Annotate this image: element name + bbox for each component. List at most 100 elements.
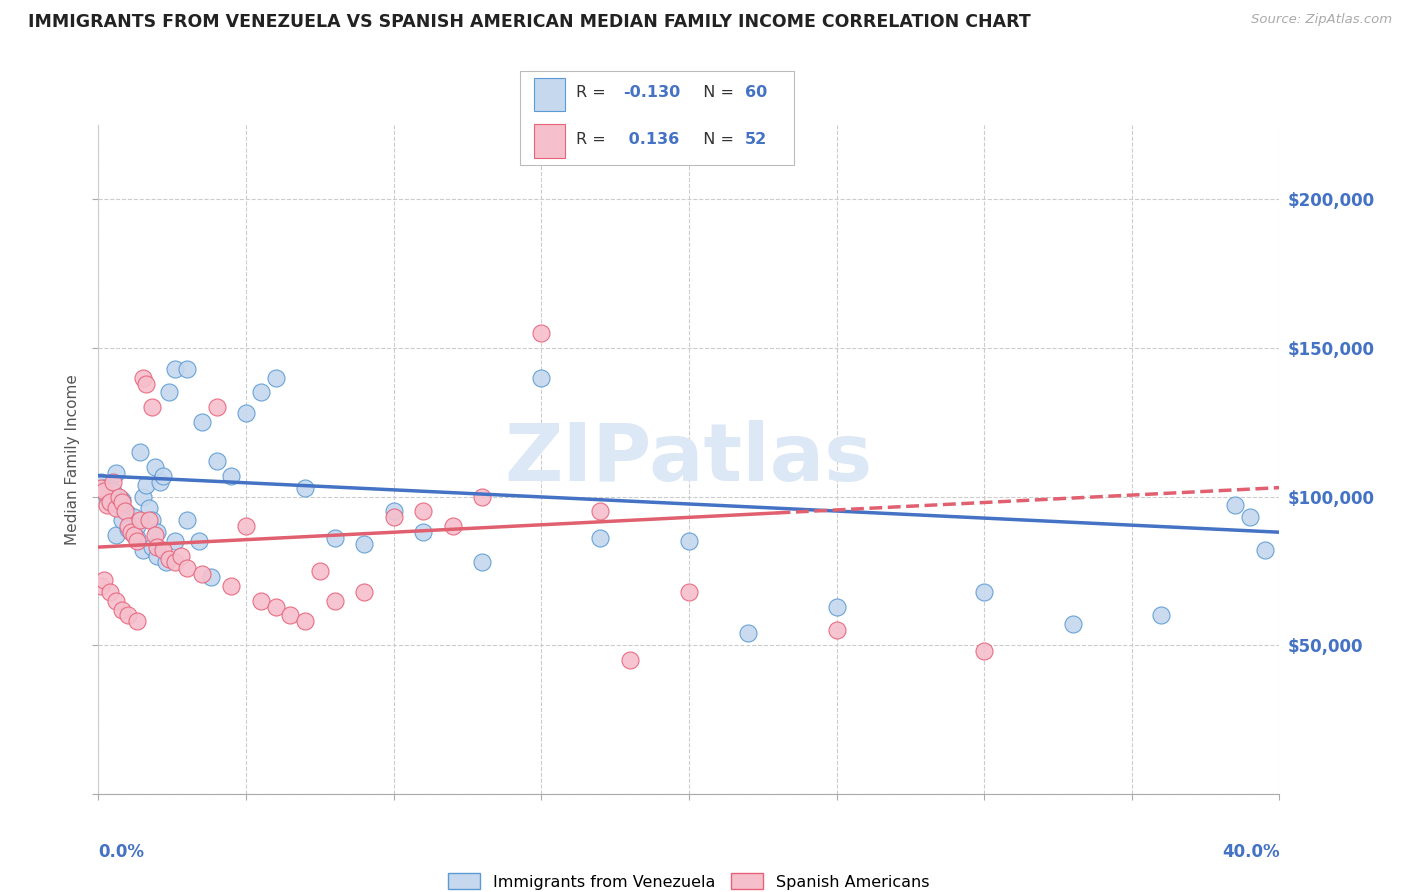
Point [165, 534, 187, 549]
Point [146, 540, 169, 554]
Point [250, 593, 273, 607]
Point [1254, 543, 1277, 558]
Point [157, 385, 180, 400]
Point [973, 584, 995, 599]
Point [294, 481, 316, 495]
Point [111, 495, 134, 509]
Point [323, 593, 346, 607]
Point [152, 468, 174, 483]
Point [120, 513, 142, 527]
Point [323, 531, 346, 545]
Point [93, 481, 115, 495]
Text: R =: R = [576, 85, 612, 100]
Point [96, 499, 118, 513]
Point [825, 599, 848, 614]
Point [114, 504, 136, 518]
Point [105, 593, 128, 607]
Point [111, 492, 134, 507]
Point [135, 477, 157, 491]
Point [1062, 617, 1084, 632]
Point [219, 468, 242, 483]
Point [294, 615, 316, 629]
Point [125, 615, 148, 629]
Point [152, 543, 174, 558]
Point [589, 504, 612, 518]
Point [141, 540, 163, 554]
Point [143, 459, 166, 474]
Point [128, 445, 150, 459]
Point [103, 483, 125, 498]
Point [155, 555, 177, 569]
Point [138, 501, 160, 516]
Point [132, 370, 155, 384]
Text: IMMIGRANTS FROM VENEZUELA VS SPANISH AMERICAN MEDIAN FAMILY INCOME CORRELATION C: IMMIGRANTS FROM VENEZUELA VS SPANISH AME… [28, 13, 1031, 31]
Point [441, 519, 464, 533]
Point [117, 522, 139, 536]
Point [205, 401, 228, 415]
Point [1239, 510, 1261, 524]
Text: 0.136: 0.136 [623, 132, 679, 147]
Point [264, 599, 287, 614]
Point [165, 555, 187, 569]
Point [111, 513, 134, 527]
Point [93, 483, 115, 498]
Point [619, 653, 641, 667]
Point [471, 555, 494, 569]
Point [176, 561, 198, 575]
Point [165, 361, 187, 376]
Point [412, 525, 434, 540]
Text: R =: R = [576, 132, 612, 147]
Point [128, 513, 150, 527]
Point [90, 579, 112, 593]
Point [737, 626, 759, 640]
Point [191, 415, 214, 429]
Point [146, 549, 169, 563]
Point [176, 513, 198, 527]
Point [105, 466, 128, 480]
Point [678, 584, 700, 599]
Point [678, 534, 700, 549]
Point [98, 495, 121, 509]
Point [96, 490, 118, 504]
Point [90, 481, 112, 495]
Point [973, 644, 995, 658]
Point [353, 537, 375, 551]
Point [205, 454, 228, 468]
Point [530, 370, 553, 384]
Text: 60: 60 [745, 85, 768, 100]
Point [108, 490, 131, 504]
Text: N =: N = [693, 85, 740, 100]
Text: ZIPatlas: ZIPatlas [505, 420, 873, 499]
Point [135, 376, 157, 391]
Point [117, 608, 139, 623]
Point [235, 406, 257, 420]
Point [105, 501, 128, 516]
Y-axis label: Median Family Income: Median Family Income [65, 374, 80, 545]
Point [382, 504, 405, 518]
Point [825, 624, 848, 638]
Point [191, 566, 214, 581]
Point [149, 475, 172, 489]
Point [108, 499, 131, 513]
Point [146, 525, 169, 540]
Point [219, 579, 242, 593]
Point [125, 534, 148, 549]
Point [93, 573, 115, 587]
Point [530, 326, 553, 340]
Point [98, 495, 121, 509]
Point [122, 510, 145, 524]
Point [132, 490, 155, 504]
Point [141, 401, 163, 415]
Point [412, 504, 434, 518]
Point [141, 513, 163, 527]
Point [125, 519, 148, 533]
Point [98, 584, 121, 599]
Point [200, 570, 222, 584]
Point [114, 504, 136, 518]
Point [187, 534, 209, 549]
Text: -0.130: -0.130 [623, 85, 681, 100]
Point [103, 475, 125, 489]
Point [471, 490, 494, 504]
Point [309, 564, 332, 578]
Point [125, 531, 148, 545]
